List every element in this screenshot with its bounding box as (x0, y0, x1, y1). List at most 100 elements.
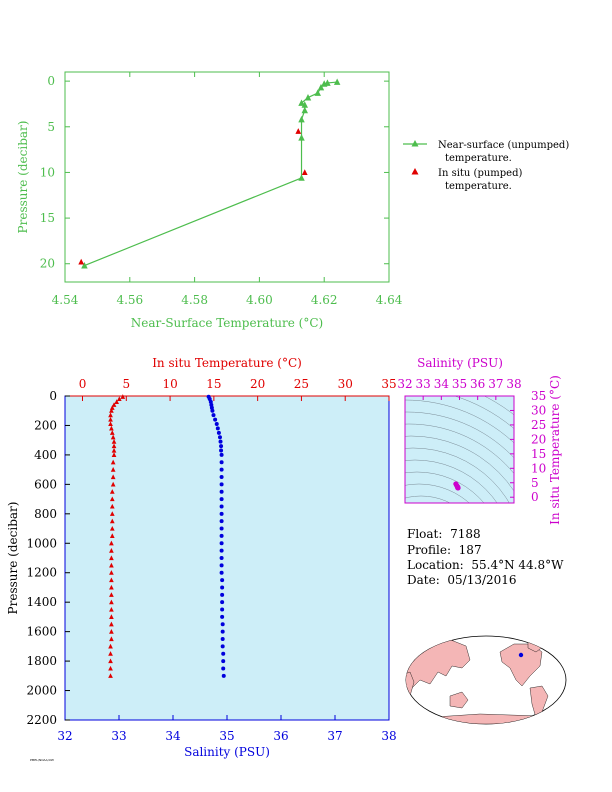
profile-salinity-series (206, 394, 226, 678)
near-surface-y-tick-label: 20 (40, 257, 55, 271)
float-value: 7188 (450, 527, 481, 541)
profile-plot-area (64, 395, 390, 721)
profile-label: Profile: (407, 543, 452, 557)
temperature-tick-label: 0 (79, 377, 87, 391)
salinity-point (219, 448, 224, 453)
temperature-point (108, 658, 113, 664)
salinity-point (219, 489, 224, 494)
temperature-point (110, 481, 116, 487)
profile-info: Profile: 187 (407, 543, 482, 557)
legend-label-near-surface-1: Near-surface (unpumped) (438, 140, 569, 151)
near-surface-point (304, 93, 312, 101)
density-contour (405, 483, 470, 503)
temperature-point (120, 394, 126, 399)
near-surface-point (298, 99, 305, 106)
in-situ-point (78, 258, 85, 265)
temperature-point (109, 592, 114, 597)
salinity-point (220, 592, 225, 597)
temperature-point (109, 540, 114, 546)
pressure-tick-label: 600 (34, 477, 57, 491)
salinity-tick-label: 37 (327, 729, 342, 743)
near-surface-x-tick-label: 4.64 (376, 293, 403, 307)
temperature-point (109, 614, 114, 619)
salinity-point (214, 421, 219, 426)
salinity-point (220, 578, 225, 583)
temperature-point (109, 562, 114, 568)
salinity-point (220, 585, 225, 590)
temperature-point (109, 496, 115, 502)
float-info: Float: 7188 (407, 527, 481, 541)
salinity-tick-label: 36 (273, 729, 288, 743)
temperature-point (109, 570, 114, 575)
salinity-tick-label: 32 (57, 729, 72, 743)
temperature-point (109, 425, 114, 431)
in-situ-point (301, 169, 308, 175)
near-surface-point (298, 115, 305, 123)
ts-temperature-tick-label: 10 (531, 461, 546, 475)
temperature-tick-label: 10 (162, 377, 177, 391)
density-contour (405, 423, 514, 475)
float-location-marker (518, 652, 524, 658)
salinity-point (220, 644, 225, 649)
pressure-tick-label: 1000 (26, 536, 57, 550)
salinity-point (211, 413, 216, 418)
date-label: Date: (407, 573, 440, 587)
temperature-point (109, 503, 115, 509)
date-info: Date: 05/13/2016 (407, 573, 517, 587)
near-surface-point (81, 261, 88, 269)
temperature-point (110, 434, 116, 440)
near-surface-point (298, 174, 305, 181)
temperature-point (108, 416, 113, 422)
pressure-tick-label: 2000 (26, 684, 57, 698)
continent-north-america (499, 643, 543, 687)
salinity-point (221, 673, 226, 678)
near-surface-x-tick-label: 4.54 (52, 293, 79, 307)
salinity-tick-label: 34 (165, 729, 181, 743)
ts-density-contours (405, 396, 514, 503)
temperature-tick-label: 15 (206, 377, 221, 391)
salinity-point (219, 460, 224, 465)
salinity-point (219, 511, 224, 516)
temperature-point (110, 459, 116, 465)
ts-temperature-tick-label: 25 (531, 418, 546, 432)
date-value: 05/13/2016 (447, 573, 517, 587)
pressure-tick-label: 1200 (26, 566, 57, 580)
ts-temperature-tick-label: 35 (531, 389, 546, 403)
salinity-point (220, 637, 225, 641)
temperature-tick-label: 5 (122, 377, 130, 391)
near-surface-series (78, 78, 341, 269)
location-value: 55.4°N 44.8°W (471, 558, 564, 572)
temperature-point (110, 474, 116, 480)
temperature-point (109, 408, 114, 413)
salinity-tick-label: 38 (381, 729, 396, 743)
near-surface-x-tick-label: 4.60 (246, 293, 273, 307)
near-surface-y-tick-label: 5 (47, 120, 55, 134)
profile-temperature-axis-title: In situ Temperature (°C) (152, 356, 302, 370)
salinity-point (219, 475, 224, 479)
ts-salinity-tick-label: 36 (470, 377, 485, 391)
near-surface-y-tick-label: 0 (47, 74, 55, 88)
temperature-point (114, 399, 120, 404)
density-contour (405, 471, 485, 503)
temperature-point (111, 452, 117, 457)
temperature-point (111, 447, 117, 453)
legend-label-in-situ-2: temperature. (445, 181, 512, 192)
profile-pressure-axis-label: Pressure (decibar) (6, 502, 20, 615)
near-surface-x-tick-label: 4.62 (311, 293, 338, 307)
temperature-point (109, 636, 114, 642)
ts-salinity-tick-label: 32 (397, 377, 412, 391)
temperature-point (111, 439, 117, 444)
legend-label-near-surface-2: temperature. (445, 153, 512, 164)
temperature-point (111, 402, 117, 407)
salinity-point (219, 444, 224, 449)
continent-australia (449, 691, 469, 709)
profile-salinity-axis-label: Salinity (PSU) (184, 745, 270, 759)
density-contour (405, 435, 514, 492)
ts-temperature-tick-label: 30 (531, 403, 546, 417)
temperature-point (109, 555, 114, 561)
location-label: Location: (407, 558, 464, 572)
near-surface-point (298, 134, 305, 141)
near-surface-point (333, 78, 341, 85)
ts-temperature-tick-label: 15 (531, 447, 546, 461)
